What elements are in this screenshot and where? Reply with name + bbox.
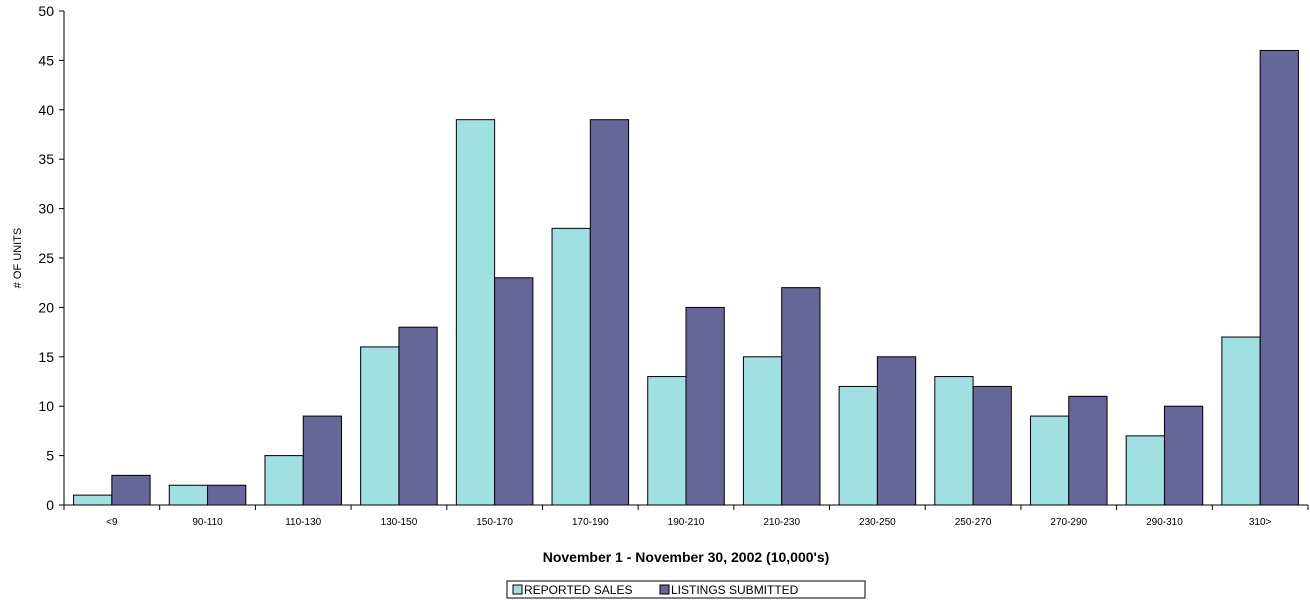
y-tick-label: 50 [38,3,54,19]
x-tick-label: 130-150 [381,517,418,528]
y-tick-label: 15 [38,349,54,365]
bar-reported-sales [551,227,591,506]
bar-reported-sales [455,119,496,506]
x-tick-label: 150-170 [476,517,513,528]
y-tick-label: 10 [38,398,54,414]
y-tick-label: 20 [38,299,54,315]
bar-listings-submitted [494,277,534,506]
bar-listings-submitted [1259,50,1299,506]
bar-listings-submitted [302,415,343,506]
bar-reported-sales [742,356,783,506]
bar-reported-sales [264,455,304,506]
bar-reported-sales [360,346,400,506]
x-tick-label: 210-230 [763,517,800,528]
bar-reported-sales [73,494,113,506]
bar-reported-sales [1125,435,1165,506]
x-tick-label: 290-310 [1146,517,1183,528]
legend: REPORTED SALES LISTINGS SUBMITTED [506,580,866,599]
bar-listings-submitted [589,119,630,506]
legend-label: LISTINGS SUBMITTED [671,583,799,597]
bar-listings-submitted [972,385,1012,506]
x-tick-label: 270-290 [1050,517,1087,528]
bar-listings-submitted [111,474,151,506]
y-tick-label: 25 [38,250,54,266]
bar-reported-sales [934,376,974,506]
x-tick-label: 110-130 [285,517,321,528]
legend-box [506,580,866,599]
x-tick-label: 250-270 [955,517,992,528]
y-axis-label: # OF UNITS [12,228,24,289]
y-tick-label: 45 [38,52,54,68]
bar-listings-submitted [876,356,917,506]
x-tick-label: 190-210 [668,517,705,528]
legend-swatch [512,584,523,595]
y-tick-label: 35 [38,151,54,167]
bar-listings-submitted [1068,395,1108,506]
bar-listings-submitted [685,306,725,506]
legend-swatch [659,584,670,595]
bar-listings-submitted [781,287,821,506]
bar-reported-sales [838,385,878,506]
legend-label: REPORTED SALES [524,583,632,597]
x-tick-label: 170-190 [572,517,609,528]
bar-listings-submitted [207,484,247,506]
bar-reported-sales [168,484,209,506]
bar-reported-sales [1029,415,1070,506]
x-tick-label: 230-250 [859,517,896,528]
x-tick-label: 90-110 [192,517,223,528]
x-tick-label: <9 [106,517,118,528]
bar-listings-submitted [1163,405,1204,506]
x-tick-label: 310> [1249,517,1272,528]
bar-reported-sales [647,376,687,506]
y-tick-label: 40 [38,102,54,118]
y-axis: 0 5 10 15 20 25 30 35 40 45 50 [38,3,65,513]
y-tick-label: 30 [38,201,54,217]
bar-listings-submitted [398,326,438,506]
x-axis-label: November 1 - November 30, 2002 (10,000's… [543,549,830,565]
x-axis: <9 90-110 110-130 130-150 150-170 170-190 190-… [63,504,1309,528]
y-tick-label: 5 [46,448,54,464]
y-tick-label: 0 [46,497,54,513]
bar-reported-sales [1221,336,1261,506]
bars [73,50,1299,506]
